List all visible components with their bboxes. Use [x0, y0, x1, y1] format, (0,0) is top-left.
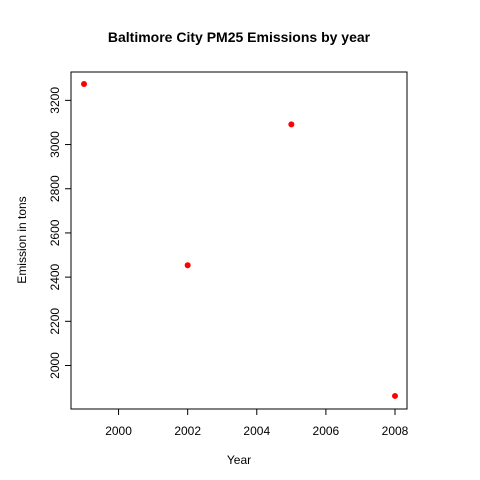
y-tick-label: 3000	[48, 131, 62, 158]
x-tick-label: 2008	[382, 424, 409, 438]
x-axis-title: Year	[227, 453, 251, 467]
plot-frame	[70, 71, 408, 410]
y-tick-label: 2000	[48, 352, 62, 379]
data-point	[288, 121, 295, 128]
data-points	[81, 80, 398, 399]
x-tick-label: 2002	[174, 424, 201, 438]
y-tick-label: 2400	[48, 263, 62, 290]
data-point	[392, 392, 398, 399]
y-axis-title: Emission in tons	[15, 196, 29, 283]
y-axis: 2000 2200 2400 2600 2800 3000 3200	[48, 87, 71, 379]
y-tick-label: 2600	[48, 219, 62, 246]
x-axis: 2000 2002 2004 2006 2008	[105, 409, 409, 438]
y-tick-label: 2200	[48, 308, 62, 335]
chart-title: Baltimore City PM25 Emissions by year	[108, 29, 371, 45]
y-tick-label: 3200	[48, 87, 62, 114]
data-point	[184, 262, 191, 269]
y-tick-label: 2800	[48, 175, 62, 202]
x-tick-label: 2004	[243, 424, 270, 438]
x-tick-label: 2006	[313, 424, 340, 438]
x-tick-label: 2000	[105, 424, 132, 438]
data-point	[81, 80, 87, 87]
